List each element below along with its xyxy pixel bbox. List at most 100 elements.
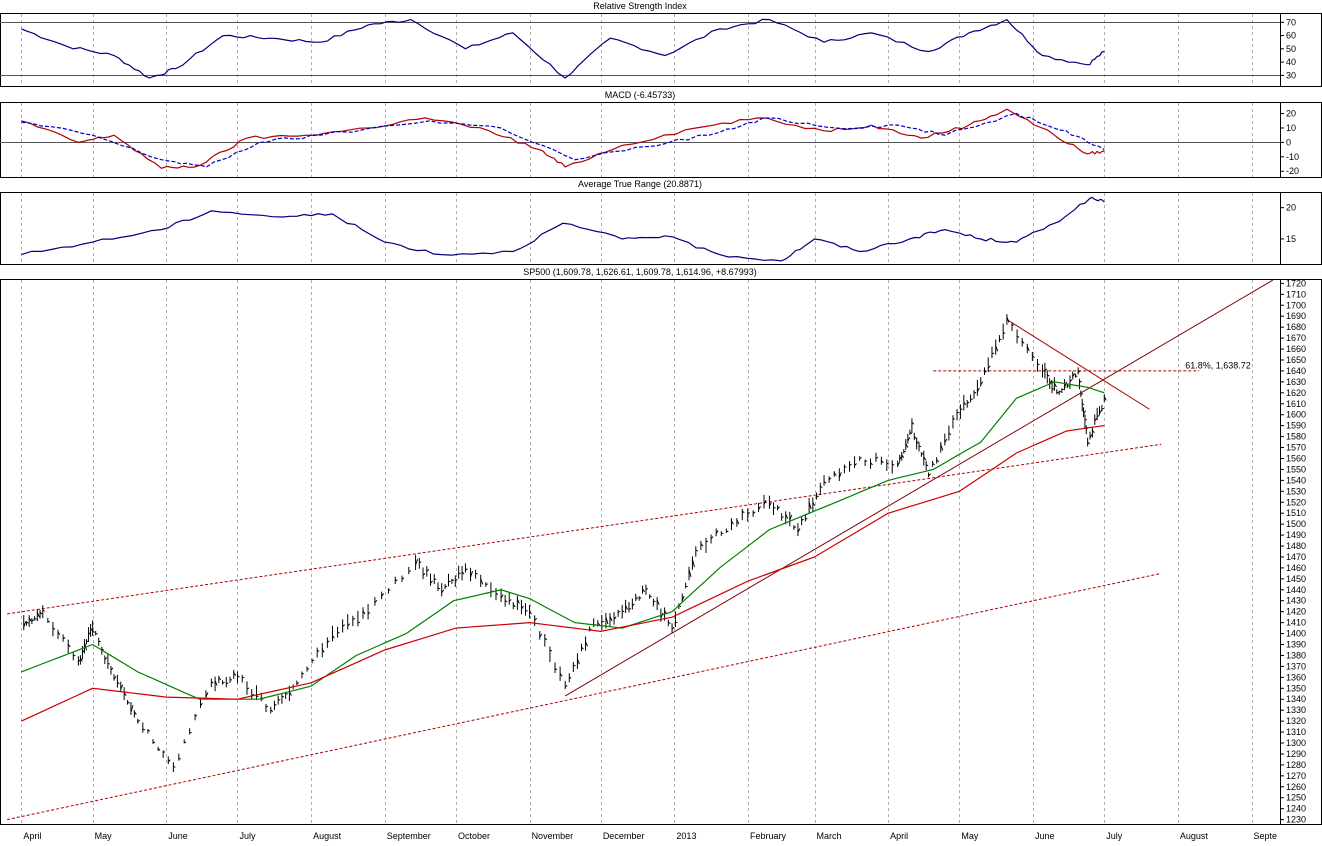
y-tick-label: 1430 bbox=[1286, 596, 1306, 606]
panel-frame bbox=[1, 193, 1322, 265]
y-tick-label: 1400 bbox=[1286, 629, 1306, 639]
y-tick-label: 1370 bbox=[1286, 661, 1306, 671]
price-bar-close-tick bbox=[805, 518, 807, 519]
y-tick-label: 1550 bbox=[1286, 464, 1306, 474]
price-bar-close-tick bbox=[892, 464, 894, 465]
y-tick-label: 1700 bbox=[1286, 300, 1306, 310]
panel-frame bbox=[1, 280, 1322, 825]
price-bar-close-tick bbox=[317, 651, 319, 652]
price-bar-close-tick bbox=[505, 601, 507, 602]
x-tick-label: April bbox=[890, 831, 908, 841]
price-bar-close-tick bbox=[782, 517, 784, 518]
y-tick-label: 60 bbox=[1286, 31, 1296, 41]
trendline bbox=[7, 573, 1161, 819]
y-tick-label: 1610 bbox=[1286, 399, 1306, 409]
x-tick-label: April bbox=[23, 831, 41, 841]
y-tick-label: 15 bbox=[1286, 234, 1296, 244]
y-tick-label: 1260 bbox=[1286, 782, 1306, 792]
x-tick-label: August bbox=[1180, 831, 1209, 841]
price-bar-close-tick bbox=[452, 580, 454, 581]
price-bar-close-tick bbox=[1057, 392, 1059, 393]
panel-title: SP500 (1,609.78, 1,626.61, 1,609.78, 1,6… bbox=[523, 267, 756, 277]
y-tick-label: 1300 bbox=[1286, 738, 1306, 748]
price-bar-close-tick bbox=[721, 533, 723, 534]
y-tick-label: 1520 bbox=[1286, 497, 1306, 507]
y-tick-label: 1480 bbox=[1286, 541, 1306, 551]
price-bar-close-tick bbox=[1052, 389, 1054, 390]
y-tick-label: 20 bbox=[1286, 109, 1296, 119]
y-tick-label: 1600 bbox=[1286, 410, 1306, 420]
price-bar-close-tick bbox=[486, 584, 488, 585]
y-tick-label: 1570 bbox=[1286, 443, 1306, 453]
x-tick-label: 2013 bbox=[676, 831, 696, 841]
x-tick-label: June bbox=[1035, 831, 1055, 841]
y-tick-label: 1340 bbox=[1286, 694, 1306, 704]
ma50-line bbox=[21, 382, 1104, 699]
y-tick-label: 1320 bbox=[1286, 716, 1306, 726]
x-tick-label: February bbox=[750, 831, 787, 841]
price-bar-close-tick bbox=[726, 531, 728, 532]
panel-title: Relative Strength Index bbox=[593, 1, 687, 11]
y-tick-label: 1530 bbox=[1286, 486, 1306, 496]
x-tick-label: Septe bbox=[1254, 831, 1278, 841]
y-tick-label: 1560 bbox=[1286, 453, 1306, 463]
y-tick-label: 1660 bbox=[1286, 344, 1306, 354]
indicator-line bbox=[21, 114, 1104, 167]
x-tick-label: October bbox=[458, 831, 490, 841]
y-tick-label: 1710 bbox=[1286, 289, 1306, 299]
y-tick-label: 20 bbox=[1286, 203, 1296, 213]
y-tick-label: 1410 bbox=[1286, 618, 1306, 628]
x-tick-label: May bbox=[961, 831, 979, 841]
x-tick-label: March bbox=[817, 831, 842, 841]
price-bar-close-tick bbox=[1097, 416, 1099, 417]
y-tick-label: 40 bbox=[1286, 57, 1296, 67]
x-tick-label: July bbox=[239, 831, 256, 841]
y-tick-label: -10 bbox=[1286, 152, 1299, 162]
y-tick-label: 1310 bbox=[1286, 727, 1306, 737]
price-bar-close-tick bbox=[622, 611, 624, 612]
trendline bbox=[565, 280, 1273, 696]
y-tick-label: -20 bbox=[1286, 166, 1299, 176]
y-tick-label: 10 bbox=[1286, 123, 1296, 133]
y-tick-label: 1510 bbox=[1286, 508, 1306, 518]
y-tick-label: 50 bbox=[1286, 44, 1296, 54]
y-tick-label: 1350 bbox=[1286, 683, 1306, 693]
y-tick-label: 1250 bbox=[1286, 793, 1306, 803]
price-bar-close-tick bbox=[971, 399, 973, 400]
price-bar-close-tick bbox=[445, 586, 447, 587]
x-tick-label: July bbox=[1106, 831, 1123, 841]
y-tick-label: 1720 bbox=[1286, 278, 1306, 288]
y-tick-label: 1460 bbox=[1286, 563, 1306, 573]
y-tick-label: 1640 bbox=[1286, 366, 1306, 376]
x-tick-label: June bbox=[168, 831, 188, 841]
panel-title: Average True Range (20.8871) bbox=[578, 179, 702, 189]
price-bar-close-tick bbox=[368, 613, 370, 614]
fib-annotation: 61.8%, 1,638.72 bbox=[1185, 360, 1251, 370]
y-tick-label: 1500 bbox=[1286, 519, 1306, 529]
price-bar-close-tick bbox=[860, 458, 862, 459]
y-tick-label: 1590 bbox=[1286, 421, 1306, 431]
y-tick-label: 1270 bbox=[1286, 771, 1306, 781]
price-bar-close-tick bbox=[286, 694, 288, 695]
indicator-line bbox=[21, 109, 1104, 168]
trendline bbox=[1007, 319, 1149, 409]
price-bar-close-tick bbox=[1082, 404, 1084, 405]
y-tick-label: 1650 bbox=[1286, 355, 1306, 365]
y-tick-label: 1470 bbox=[1286, 552, 1306, 562]
y-tick-label: 1420 bbox=[1286, 607, 1306, 617]
y-tick-label: 1670 bbox=[1286, 333, 1306, 343]
y-tick-label: 1380 bbox=[1286, 650, 1306, 660]
y-tick-label: 1540 bbox=[1286, 475, 1306, 485]
indicator-line bbox=[21, 19, 1104, 78]
y-tick-label: 1280 bbox=[1286, 760, 1306, 770]
y-tick-label: 0 bbox=[1286, 137, 1291, 147]
x-tick-label: May bbox=[95, 831, 113, 841]
y-tick-label: 1240 bbox=[1286, 804, 1306, 814]
y-tick-label: 1440 bbox=[1286, 585, 1306, 595]
y-tick-label: 1680 bbox=[1286, 322, 1306, 332]
x-tick-label: August bbox=[313, 831, 342, 841]
y-tick-label: 1580 bbox=[1286, 432, 1306, 442]
y-tick-label: 1620 bbox=[1286, 388, 1306, 398]
